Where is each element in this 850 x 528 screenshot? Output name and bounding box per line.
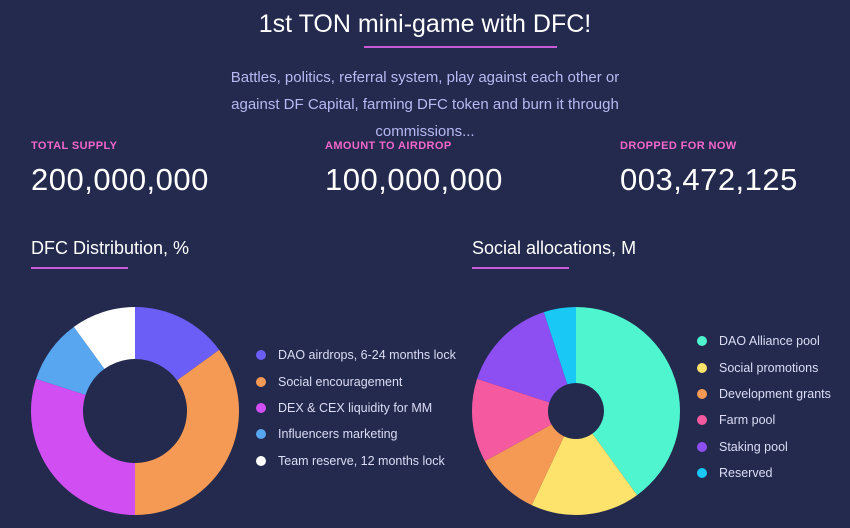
slice-development-grants <box>484 424 565 506</box>
title-underline <box>364 46 557 48</box>
legend-item-development-grants: Development grants <box>697 381 831 407</box>
legend-label: Team reserve, 12 months lock <box>278 453 445 468</box>
legend-item-dao-airdrops-6-24-months-lock: DAO airdrops, 6-24 months lock <box>256 342 456 368</box>
social-legend: DAO Alliance pool Social promotions Develo… <box>697 328 831 486</box>
legend-swatch <box>256 402 266 413</box>
page-title: 1st TON mini-game with DFC! <box>258 10 592 38</box>
legend-swatch <box>697 388 707 399</box>
slice-staking-pool <box>477 312 568 403</box>
legend-swatch <box>256 455 266 466</box>
legend-item-dex-cex-liquidity-for-mm: DEX & CEX liquidity for MM <box>256 395 456 421</box>
distribution-legend: DAO airdrops, 6-24 months lock Social enc… <box>256 342 456 474</box>
stat-total-supply: TOTAL SUPPLY 200,000,000 <box>31 140 209 198</box>
legend-swatch <box>256 429 266 440</box>
legend-item-dao-alliance-pool: DAO Alliance pool <box>697 328 831 354</box>
page-subtitle: Battles, politics, referral system, play… <box>230 69 620 140</box>
legend-swatch <box>256 376 266 387</box>
slice-dex-cex-liquidity-for-mm <box>30 378 135 515</box>
slice-farm-pool <box>472 378 552 462</box>
legend-label: DAO Alliance pool <box>719 334 820 349</box>
legend-swatch <box>697 415 707 426</box>
legend-item-team-reserve-12-months-lock: Team reserve, 12 months lock <box>256 448 456 474</box>
legend-label: Development grants <box>719 386 831 401</box>
stat-label: AMOUNT TO AIRDROP <box>325 140 452 152</box>
section-underline <box>31 267 128 269</box>
legend-swatch <box>697 362 707 373</box>
slice-influencers-marketing <box>36 326 105 395</box>
slice-social-promotions <box>531 433 638 516</box>
legend-swatch <box>256 350 266 361</box>
legend-item-reserved: Reserved <box>697 460 831 486</box>
slice-dao-airdrops-6-24-months-lock <box>135 307 220 381</box>
slice-reserved <box>543 307 576 385</box>
legend-swatch <box>697 336 707 347</box>
legend-label: Social encouragement <box>278 374 403 389</box>
stat-amount-to-airdrop: AMOUNT TO AIRDROP 100,000,000 <box>325 140 503 198</box>
stat-label: DROPPED FOR NOW <box>620 140 737 152</box>
legend-label: Reserved <box>719 466 773 481</box>
slice-dao-alliance-pool <box>576 307 680 496</box>
stat-value: 003,472,125 <box>620 162 798 197</box>
legend-swatch <box>697 441 707 452</box>
legend-label: Staking pool <box>719 439 788 454</box>
legend-item-farm-pool: Farm pool <box>697 407 831 433</box>
chart-title-distribution: DFC Distribution, % <box>31 238 190 258</box>
stat-value: 100,000,000 <box>325 162 503 197</box>
stat-label: TOTAL SUPPLY <box>31 140 118 152</box>
stat-dropped-for-now: DROPPED FOR NOW 003,472,125 <box>620 140 798 198</box>
stat-value: 200,000,000 <box>31 162 209 197</box>
legend-item-influencers-marketing: Influencers marketing <box>256 421 456 447</box>
section-underline <box>472 267 569 269</box>
slice-team-reserve-12-months-lock <box>73 307 135 369</box>
legend-item-staking-pool: Staking pool <box>697 434 831 460</box>
legend-swatch <box>697 468 707 479</box>
legend-label: Farm pool <box>719 413 776 428</box>
legend-label: Influencers marketing <box>278 427 398 442</box>
legend-item-social-promotions: Social promotions <box>697 354 831 380</box>
chart-title-social: Social allocations, M <box>472 238 637 258</box>
legend-label: DEX & CEX liquidity for MM <box>278 400 433 415</box>
legend-label: Social promotions <box>719 360 819 375</box>
slice-social-encouragement <box>135 349 240 515</box>
legend-label: DAO airdrops, 6-24 months lock <box>278 348 456 363</box>
legend-item-social-encouragement: Social encouragement <box>256 368 456 394</box>
